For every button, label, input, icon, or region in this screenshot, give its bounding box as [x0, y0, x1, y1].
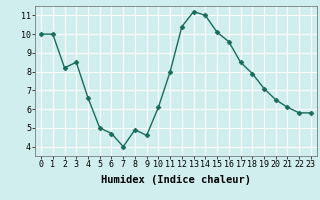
X-axis label: Humidex (Indice chaleur): Humidex (Indice chaleur) [101, 175, 251, 185]
